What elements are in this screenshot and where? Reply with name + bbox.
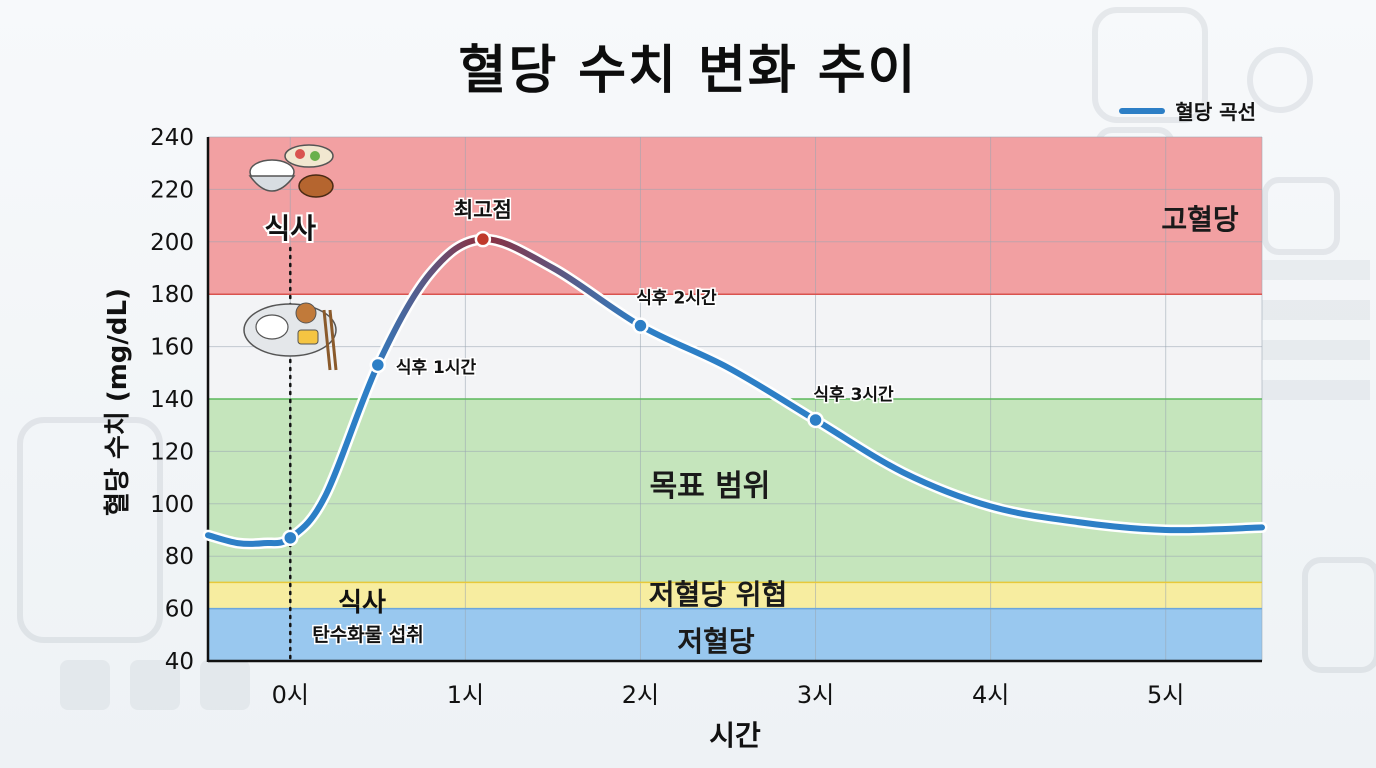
data-point bbox=[632, 317, 649, 334]
y-tick-label: 60 bbox=[165, 597, 194, 623]
meal-label-bottom: 식사 bbox=[338, 588, 386, 618]
y-tick-label: 240 bbox=[150, 125, 194, 151]
band-3 bbox=[208, 582, 1262, 609]
meal-label-top: 식사 bbox=[265, 212, 317, 245]
data-point bbox=[474, 230, 492, 248]
band-0 bbox=[208, 137, 1262, 295]
y-axis-title: 혈당 수치 (mg/dL) bbox=[103, 288, 133, 516]
y-tick-label: 100 bbox=[150, 492, 194, 518]
x-tick-label: 5시 bbox=[1147, 681, 1184, 709]
band-label-3: 저혈당 위협 bbox=[649, 578, 788, 611]
data-point bbox=[807, 411, 824, 429]
data-label: 최고점 bbox=[454, 198, 512, 222]
chopsticks-icon bbox=[322, 309, 332, 371]
data-label: 식후 2시간 bbox=[636, 288, 717, 309]
data-point bbox=[369, 356, 387, 374]
meal-label-sub: 탄수화물 섭취 bbox=[312, 624, 424, 646]
x-tick-label: 2시 bbox=[622, 681, 659, 709]
band-label-2: 목표 범위 bbox=[650, 469, 771, 504]
x-tick-label: 1시 bbox=[447, 681, 484, 709]
band-label-0: 고혈당 bbox=[1161, 203, 1239, 236]
soup-icon bbox=[298, 174, 334, 198]
y-tick-label: 120 bbox=[150, 439, 194, 465]
y-tick-label: 80 bbox=[165, 544, 194, 570]
y-tick-label: 40 bbox=[165, 649, 194, 675]
y-tick-label: 200 bbox=[150, 230, 194, 256]
data-label: 식후 1시간 bbox=[396, 357, 477, 378]
food-icon bbox=[295, 149, 305, 159]
food-icon bbox=[310, 151, 320, 161]
legend-label: 혈당 곡선 bbox=[1175, 100, 1256, 124]
y-tick-label: 140 bbox=[150, 387, 194, 413]
data-point bbox=[282, 529, 299, 547]
bowl-icon bbox=[248, 175, 296, 192]
rice-icon bbox=[255, 314, 289, 340]
soup-icon bbox=[295, 302, 317, 324]
egg-roll-icon bbox=[297, 329, 319, 345]
x-tick-label: 0시 bbox=[272, 681, 309, 709]
legend-swatch bbox=[1119, 107, 1166, 114]
y-tick-label: 180 bbox=[150, 282, 194, 308]
x-tick-label: 3시 bbox=[797, 681, 834, 709]
meal-icon bbox=[248, 144, 334, 198]
band-4 bbox=[208, 608, 1262, 661]
band-2 bbox=[208, 399, 1262, 583]
data-label: 식후 3시간 bbox=[813, 384, 894, 405]
page-title: 혈당 수치 변화 추이 bbox=[458, 41, 918, 101]
meal-tray-icon bbox=[243, 302, 338, 371]
band-label-4: 저혈당 bbox=[677, 625, 755, 658]
chart-legend: 혈당 곡선 bbox=[1119, 96, 1256, 125]
y-tick-label: 220 bbox=[150, 177, 194, 203]
y-tick-label: 160 bbox=[150, 335, 194, 361]
x-tick-label: 4시 bbox=[972, 681, 1009, 709]
side-dish-icon bbox=[284, 144, 334, 168]
x-axis-title: 시간 bbox=[709, 719, 761, 752]
chopsticks-icon bbox=[328, 309, 338, 371]
